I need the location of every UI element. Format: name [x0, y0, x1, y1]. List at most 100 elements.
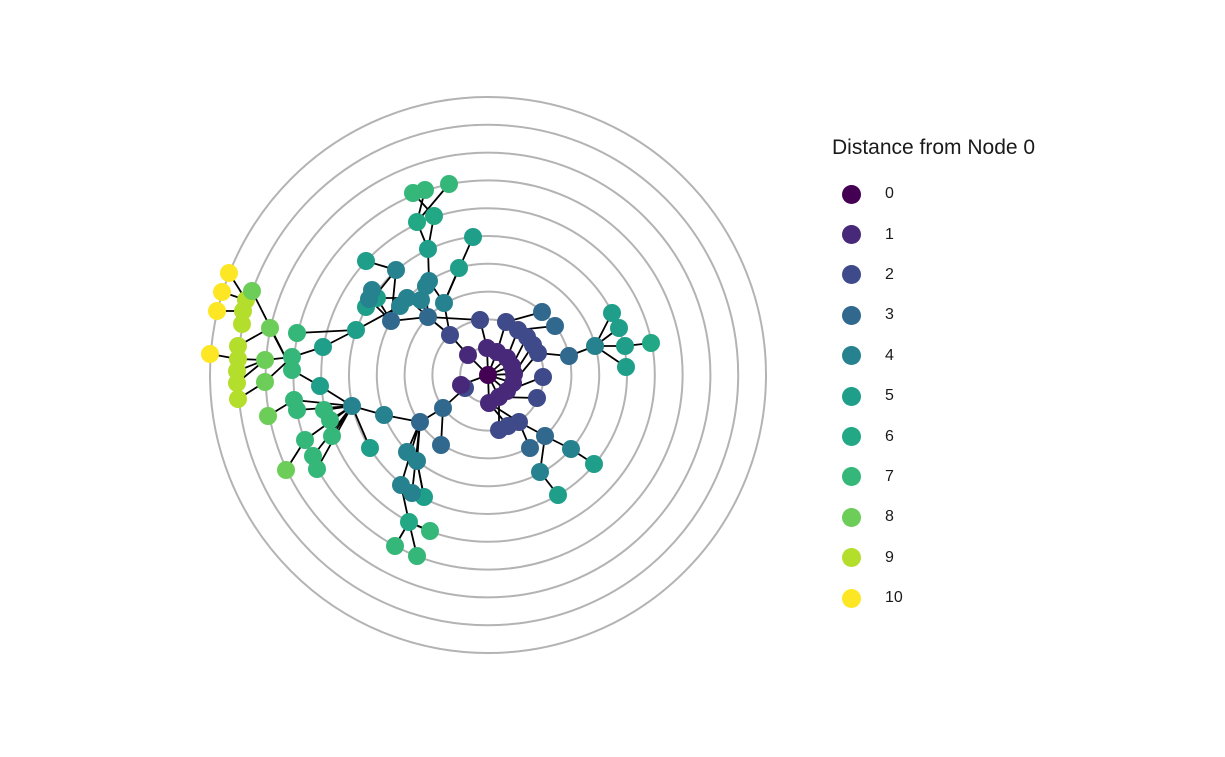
node [256, 351, 274, 369]
node [400, 513, 418, 531]
node [283, 348, 301, 366]
legend-item: 8 [832, 497, 1035, 537]
node [256, 373, 274, 391]
node [479, 366, 497, 384]
node [440, 175, 458, 193]
edge [296, 329, 357, 334]
node [361, 439, 379, 457]
legend-swatch [842, 467, 861, 487]
node [432, 436, 450, 454]
legend-item: 3 [832, 295, 1035, 335]
legend-item: 10 [832, 578, 1035, 618]
node [357, 252, 375, 270]
node [450, 259, 468, 277]
node [434, 399, 452, 417]
legend-swatch [842, 507, 861, 527]
legend: Distance from Node 0 0 1 2 3 4 5 6 7 8 9 10 [832, 136, 1035, 618]
legend-item: 0 [832, 174, 1035, 214]
legend-swatch [842, 184, 861, 204]
node [412, 291, 430, 309]
node [617, 358, 635, 376]
node [531, 463, 549, 481]
legend-label: 6 [885, 427, 894, 445]
node [233, 315, 251, 333]
node [296, 431, 314, 449]
distance-rings [209, 96, 767, 654]
legend-label: 3 [885, 306, 894, 324]
node [386, 537, 404, 555]
ring-6 [320, 207, 656, 543]
node [259, 407, 277, 425]
legend-item: 4 [832, 336, 1035, 376]
node [283, 361, 301, 379]
legend-swatch [842, 386, 861, 406]
node [323, 427, 341, 445]
node [213, 283, 231, 301]
legend-swatch [842, 427, 861, 447]
node [560, 347, 578, 365]
legend-items: 0 1 2 3 4 5 6 7 8 9 10 [832, 174, 1035, 618]
legend-label: 8 [885, 508, 894, 526]
node [459, 346, 477, 364]
node [408, 547, 426, 565]
node [243, 282, 261, 300]
node [419, 240, 437, 258]
node [234, 302, 252, 320]
node [464, 228, 482, 246]
node [314, 338, 332, 356]
node [398, 443, 416, 461]
node [228, 374, 246, 392]
legend-label: 9 [885, 548, 894, 566]
node [521, 439, 539, 457]
legend-swatch [842, 265, 861, 285]
node [546, 317, 564, 335]
legend-label: 0 [885, 185, 894, 203]
node [420, 272, 438, 290]
node [408, 213, 426, 231]
node [229, 337, 247, 355]
node [208, 302, 226, 320]
node [425, 207, 443, 225]
legend-label: 7 [885, 467, 894, 485]
node [490, 421, 508, 439]
node [403, 484, 421, 502]
node [528, 389, 546, 407]
ring-10 [209, 96, 767, 654]
node [585, 455, 603, 473]
legend-item: 6 [832, 416, 1035, 456]
network-nodes [201, 175, 660, 565]
node [480, 394, 498, 412]
node [586, 337, 604, 355]
legend-label: 2 [885, 265, 894, 283]
node [261, 319, 279, 337]
node [441, 326, 459, 344]
legend-item: 9 [832, 538, 1035, 578]
node [382, 312, 400, 330]
node [452, 376, 470, 394]
node [404, 184, 422, 202]
node [421, 522, 439, 540]
legend-swatch [842, 346, 861, 366]
legend-item: 7 [832, 457, 1035, 497]
node [343, 397, 361, 415]
node [360, 290, 378, 308]
legend-swatch [842, 305, 861, 325]
node [321, 411, 339, 429]
node [347, 321, 365, 339]
legend-label: 4 [885, 346, 894, 364]
node [610, 319, 628, 337]
node [435, 294, 453, 312]
legend-swatch [842, 548, 861, 568]
node [387, 261, 405, 279]
node [616, 337, 634, 355]
node [277, 461, 295, 479]
node [311, 377, 329, 395]
node [411, 413, 429, 431]
node [419, 308, 437, 326]
node [220, 264, 238, 282]
legend-title: Distance from Node 0 [832, 136, 1036, 159]
ring-4 [375, 262, 601, 488]
node [375, 406, 393, 424]
node [603, 304, 621, 322]
legend-label: 10 [885, 589, 903, 607]
